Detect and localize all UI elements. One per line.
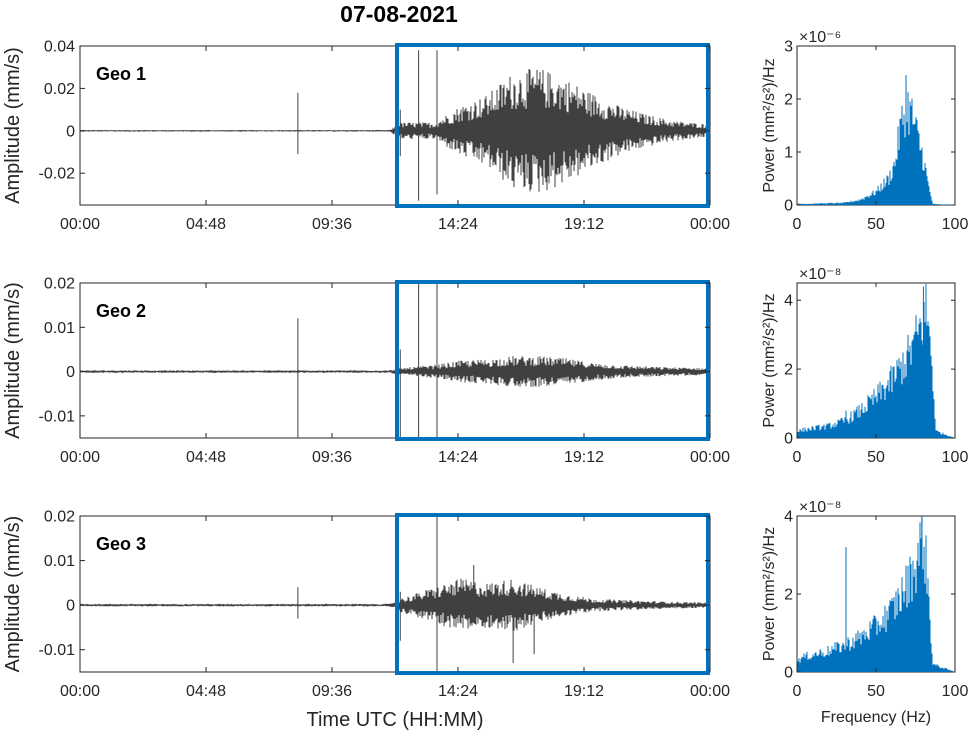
y-tick-label: 0.02 bbox=[44, 81, 75, 98]
station-label: Geo 3 bbox=[96, 534, 146, 554]
spectrum-path bbox=[797, 92, 954, 205]
x-tick-label: 50 bbox=[867, 449, 885, 466]
time-axis-label: Time UTC (HH:MM) bbox=[306, 709, 483, 731]
waveform-trace bbox=[79, 283, 711, 438]
spectrum-bars bbox=[797, 75, 954, 205]
x-tick-label: 04:48 bbox=[186, 216, 226, 233]
y-tick-label: 0 bbox=[784, 198, 793, 215]
x-tick-label: 09:36 bbox=[312, 683, 352, 700]
station-label: Geo 2 bbox=[96, 301, 146, 321]
spectrum-bars bbox=[797, 284, 955, 438]
x-tick-label: 50 bbox=[867, 683, 885, 700]
figure-title: 07-08-2021 bbox=[340, 1, 458, 27]
x-tick-label: 0 bbox=[793, 216, 802, 233]
highlight-window bbox=[395, 43, 710, 208]
y-tick-label: 3 bbox=[784, 39, 793, 56]
y-tick-label: 0.01 bbox=[44, 553, 75, 570]
x-tick-label: 14:24 bbox=[438, 216, 478, 233]
x-tick-label: 100 bbox=[942, 216, 969, 233]
x-tick-label: 50 bbox=[867, 216, 885, 233]
y-tick-label: 2 bbox=[784, 587, 793, 604]
waveform-panel-1: 0.04 0.02 0 -0.02 00:00 04:48 09:36 14:24 19:12 0… bbox=[2, 39, 730, 234]
x-tick-label: 04:48 bbox=[186, 449, 226, 466]
y-multiplier: ×10⁻⁸ bbox=[799, 499, 841, 516]
y-multiplier: ×10⁻⁸ bbox=[799, 266, 841, 283]
y-tick-label: 0.02 bbox=[44, 276, 75, 293]
spectrum-panel-3: 4 2 00 50 100 ×10⁻⁸ Power (mm²/s²)/Hz Frequency… bbox=[761, 499, 968, 726]
y-tick-label: 0 bbox=[784, 431, 793, 448]
x-tick-label: 19:12 bbox=[564, 216, 604, 233]
spectrum-path bbox=[797, 284, 955, 438]
y-tick-label: -0.01 bbox=[39, 408, 76, 425]
y-tick-label: 2 bbox=[784, 362, 793, 379]
y-tick-label: 0 bbox=[66, 364, 75, 381]
y-tick-label: 2 bbox=[784, 92, 793, 109]
y-tick-label: 1 bbox=[784, 145, 793, 162]
highlight-window bbox=[395, 280, 710, 441]
y-tick-label: -0.02 bbox=[39, 166, 76, 183]
x-tick-label: 00:00 bbox=[690, 449, 730, 466]
x-tick-label: 09:36 bbox=[312, 216, 352, 233]
station-label: Geo 1 bbox=[96, 64, 146, 84]
x-axis-label: Frequency (Hz) bbox=[821, 709, 931, 726]
x-tick-label: 00:00 bbox=[690, 216, 730, 233]
x-tick-label: 0 bbox=[793, 683, 802, 700]
y-tick-label: 0 bbox=[784, 665, 793, 682]
y-multiplier: ×10⁻⁶ bbox=[799, 29, 841, 46]
y-axis-label: Amplitude (mm/s) bbox=[2, 47, 24, 204]
highlight-window bbox=[395, 513, 710, 675]
y-tick-label: 0 bbox=[66, 598, 75, 615]
spectrum-path bbox=[797, 516, 955, 672]
x-tick-label: 0 bbox=[793, 449, 802, 466]
x-tick-label: 09:36 bbox=[312, 449, 352, 466]
waveform-panel-3: 0.02 0.01 0 -0.01 00:00 04:48 09:36 14:24 19:12 0… bbox=[2, 509, 730, 701]
x-tick-label: 00:00 bbox=[60, 216, 100, 233]
y-axis-label: Power (mm²/s²)/Hz bbox=[761, 58, 778, 192]
x-tick-label: 04:48 bbox=[186, 683, 226, 700]
y-tick-label: -0.01 bbox=[39, 642, 76, 659]
x-tick-label: 100 bbox=[942, 683, 969, 700]
x-tick-label: 00:00 bbox=[60, 683, 100, 700]
y-tick-label: 0.04 bbox=[44, 39, 75, 56]
x-tick-label: 00:00 bbox=[60, 449, 100, 466]
y-tick-label: 0 bbox=[66, 123, 75, 140]
x-tick-label: 00:00 bbox=[690, 683, 730, 700]
x-tick-label: 14:24 bbox=[438, 449, 478, 466]
x-tick-label: 19:12 bbox=[564, 683, 604, 700]
y-tick-label: 0.01 bbox=[44, 320, 75, 337]
spectrum-bars bbox=[797, 516, 955, 672]
y-axis-label: Amplitude (mm/s) bbox=[2, 282, 24, 439]
waveform-panel-2: 0.02 0.01 0 -0.01 00:00 04:48 09:36 14:24 19:12 0… bbox=[2, 276, 730, 467]
y-axis-label: Power (mm²/s²)/Hz bbox=[761, 527, 778, 661]
y-tick-label: 4 bbox=[784, 509, 793, 526]
y-axis-label: Power (mm²/s²)/Hz bbox=[761, 293, 778, 427]
x-tick-label: 19:12 bbox=[564, 449, 604, 466]
y-tick-label: 0.02 bbox=[44, 509, 75, 526]
spectrum-panel-2: 4 2 00 50 100 ×10⁻⁸ Power (mm²/s²)/Hz bbox=[761, 266, 968, 466]
x-tick-label: 14:24 bbox=[438, 683, 478, 700]
y-tick-label: 4 bbox=[784, 293, 793, 310]
y-axis-label: Amplitude (mm/s) bbox=[2, 516, 24, 673]
plot-area bbox=[796, 45, 956, 206]
x-tick-label: 100 bbox=[942, 449, 969, 466]
